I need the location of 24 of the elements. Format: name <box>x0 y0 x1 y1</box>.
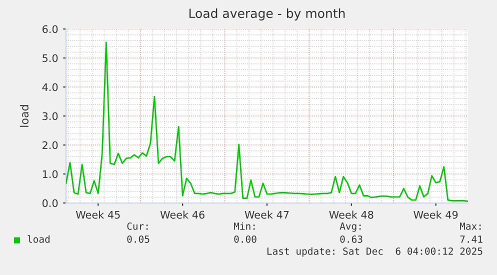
x-tick-label: Week 46 <box>160 210 204 219</box>
text: Min: <box>234 222 255 230</box>
y-tick-label: 2.0 <box>42 141 58 150</box>
y-axis-title: load <box>20 105 29 127</box>
y-tick-label: 6.0 <box>42 25 58 34</box>
text: Last update: Sat Dec 6 04:00:12 2025 <box>267 247 482 257</box>
text: 0.00 <box>234 235 256 243</box>
x-tick-label: Week 48 <box>329 210 374 219</box>
x-tick-label: Week 45 <box>76 210 120 219</box>
text: Max: <box>460 222 481 230</box>
y-tick-label: 1.0 <box>42 170 58 178</box>
x-tick-label: Week 47 <box>244 210 289 219</box>
text: 0.05 <box>127 235 150 243</box>
x-tick-label: Week 49 <box>414 210 458 219</box>
text: Avg: <box>340 222 361 232</box>
y-tick-label: 5.0 <box>42 54 58 62</box>
y-tick-label: 3.0 <box>42 112 58 120</box>
y-tick-label: 4.0 <box>42 83 58 92</box>
chart-title: Load average - by month <box>189 8 345 20</box>
text: 0.63 <box>340 235 362 243</box>
y-tick-label: 0.0 <box>42 199 58 208</box>
legend-label: load <box>28 235 50 243</box>
text: Cur: <box>127 222 148 230</box>
text: 7.41 <box>460 236 482 243</box>
